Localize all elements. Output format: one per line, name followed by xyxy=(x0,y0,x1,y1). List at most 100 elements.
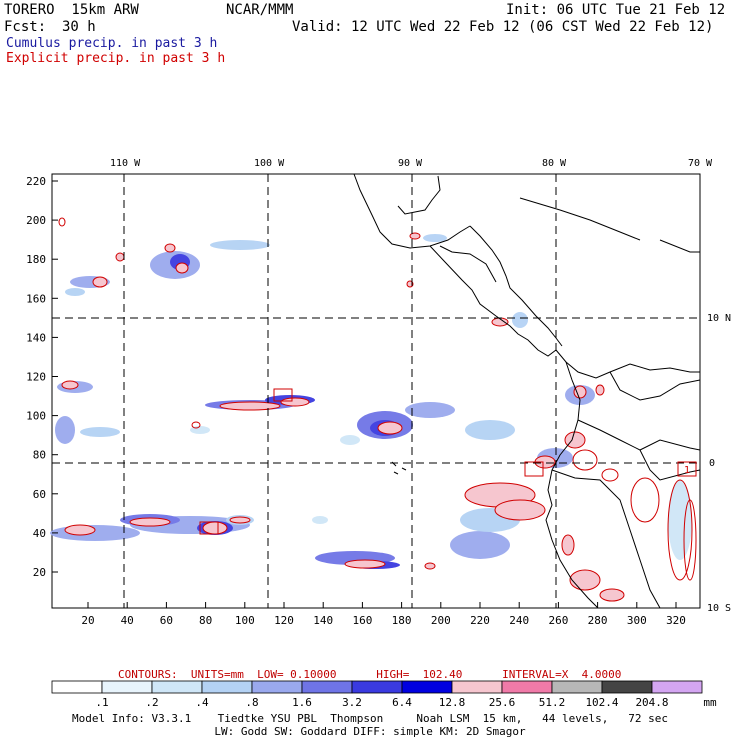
colorbar-swatch xyxy=(251,680,303,694)
colorbar-swatch xyxy=(101,680,153,694)
contour-ring xyxy=(667,479,693,581)
precip-blob xyxy=(80,427,120,437)
lon-labels: 110 W 100 W 90 W 80 W 70 W xyxy=(110,158,713,169)
x-tick-label: 80 xyxy=(199,614,212,627)
precip-blob xyxy=(405,402,455,418)
organization: NCAR/MMM xyxy=(226,2,294,18)
venezuela xyxy=(609,371,701,401)
colorbar-value: 1.6 xyxy=(292,696,312,709)
x-tick-label: 220 xyxy=(470,614,490,627)
model-title: TORERO 15km ARW xyxy=(4,2,139,18)
explicit-blob xyxy=(569,569,601,591)
colorbar-value: 51.2 xyxy=(538,696,566,709)
explicit-blob xyxy=(219,401,281,411)
y-tick-label: 80 xyxy=(33,449,46,462)
cumulus-legend: Cumulus precip. in past 3 h xyxy=(6,36,218,51)
lon-label: 100 W xyxy=(254,158,285,169)
explicit-blob xyxy=(599,588,625,602)
south-america-coast xyxy=(555,349,700,379)
explicit-blob xyxy=(573,385,587,399)
peru-border xyxy=(551,469,661,609)
mexico-coast xyxy=(353,173,471,249)
x-tick-label: 180 xyxy=(392,614,412,627)
forecast-hour: 30 h xyxy=(62,19,96,35)
precip-blob xyxy=(210,240,270,250)
colorbar-value: 12.8 xyxy=(438,696,466,709)
explicit-blob xyxy=(280,397,310,407)
y-tick-label: 180 xyxy=(26,253,46,266)
forecast-label: Fcst: xyxy=(4,19,47,35)
lon-label: 90 W xyxy=(398,158,423,169)
y-tick-label: 200 xyxy=(26,214,46,227)
explicit-blob xyxy=(92,276,108,288)
box-marker xyxy=(524,461,544,477)
axis-ticks xyxy=(52,180,677,608)
explicit-blob xyxy=(595,384,605,396)
colombia-pacific xyxy=(545,361,599,609)
cuba xyxy=(519,197,641,241)
precip-blob xyxy=(55,416,75,444)
central-america-caribbean xyxy=(469,225,563,347)
precip-blob xyxy=(312,516,328,524)
x-tick-labels: 20 40 60 80 100 120 140 160 180 200 220 240 260 280 30… xyxy=(81,614,686,627)
highlight-boxes xyxy=(199,388,697,535)
explicit-blob xyxy=(561,534,575,556)
lon-label: 70 W xyxy=(688,158,713,169)
x-tick-label: 300 xyxy=(627,614,647,627)
colorbar-value: 102.4 xyxy=(585,696,619,709)
colorbar-value: .1 xyxy=(95,696,109,709)
contour-ring xyxy=(572,449,598,471)
x-tick-label: 20 xyxy=(81,614,94,627)
box-marker xyxy=(273,388,293,402)
colorbar-value: .8 xyxy=(245,696,259,709)
explicit-blob xyxy=(564,431,586,449)
explicit-blob xyxy=(494,499,546,521)
explicit-blob xyxy=(164,243,176,253)
country-border xyxy=(439,245,497,283)
brazil-border xyxy=(639,439,701,451)
andes-border xyxy=(577,419,701,481)
y-tick-label: 20 xyxy=(33,566,46,579)
colorbar-value: 6.4 xyxy=(392,696,412,709)
explicit-contours xyxy=(58,217,697,581)
colorbar-swatch xyxy=(401,680,453,694)
y-tick-label: 220 xyxy=(26,175,46,188)
precip-blob xyxy=(423,234,447,242)
precip-blob xyxy=(450,531,510,559)
x-tick-label: 240 xyxy=(509,614,529,627)
colorbar-swatch xyxy=(501,680,553,694)
colorbar-value: 3.2 xyxy=(342,696,362,709)
explicit-blob xyxy=(344,559,386,569)
explicit-blob xyxy=(424,562,436,570)
x-tick-label: 200 xyxy=(431,614,451,627)
colorbar-swatch xyxy=(451,680,503,694)
x-tick-label: 280 xyxy=(588,614,608,627)
hispaniola xyxy=(659,239,700,253)
explicit-blob xyxy=(64,524,96,536)
explicit-blob xyxy=(409,232,421,240)
x-tick-label: 60 xyxy=(160,614,173,627)
y-tick-label: 40 xyxy=(33,527,46,540)
colorbar-swatch xyxy=(301,680,353,694)
contour-ring xyxy=(191,421,201,429)
model-info: Model Info: V3.3.1 Tiedtke YSU PBL Thomp… xyxy=(71,712,669,725)
lat-label: 10 N xyxy=(707,313,731,324)
colorbar-value: 204.8 xyxy=(635,696,669,709)
x-tick-label: 100 xyxy=(235,614,255,627)
y-tick-label: 140 xyxy=(26,331,46,344)
explicit-legend: Explicit precip. in past 3 h xyxy=(6,51,226,66)
contour-ring xyxy=(601,468,619,482)
contour-ring xyxy=(58,217,66,227)
colorbar-value: .4 xyxy=(195,696,209,709)
y-tick-label: 60 xyxy=(33,488,46,501)
box-marker xyxy=(677,461,697,477)
explicit-blob xyxy=(229,516,251,524)
precip-blob xyxy=(65,288,85,296)
colorbar-value: 25.6 xyxy=(488,696,516,709)
lat-label: 10 S xyxy=(707,603,731,614)
x-tick-label: 120 xyxy=(274,614,294,627)
colorbar-value: .2 xyxy=(145,696,159,709)
physics-info: LW: Godd SW: Goddard DIFF: simple KM: 2D… xyxy=(214,725,526,738)
explicit-blob xyxy=(129,517,171,527)
